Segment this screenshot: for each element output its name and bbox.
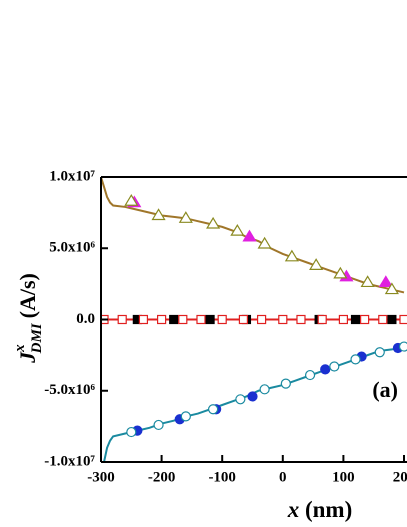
marker [333,266,348,279]
marker [398,341,407,352]
marker [180,411,191,422]
marker [256,314,267,325]
series-line [101,176,405,294]
marker [284,249,299,262]
marker [384,282,399,295]
marker [399,314,407,325]
marker [257,236,272,249]
marker [387,314,397,325]
y-tick-label: -5.0x10⁶ [44,382,95,398]
marker [138,314,149,325]
y-tick-label: -1.0x10⁷ [44,453,95,469]
x-tick-label: 100 [332,469,355,485]
y-axis-label: JxDMI(A/s) [12,273,45,364]
marker [117,314,127,325]
marker [242,229,257,242]
marker [205,314,215,325]
marker [378,314,388,325]
marker [278,314,288,325]
marker [296,314,306,325]
marker [238,314,249,325]
plot-area [101,176,407,463]
marker [157,314,167,325]
y-tick-label: 1.0x10⁷ [49,168,95,184]
x-tick-label: -200 [148,469,176,485]
x-axis-label: x (nm) [287,497,353,522]
marker [208,404,219,415]
marker [329,361,340,372]
marker [235,394,246,405]
annotation: (a) [372,377,398,402]
marker [124,194,139,206]
marker [309,258,324,270]
marker [153,419,164,431]
y-tick-label: 5.0x10⁶ [49,240,95,256]
marker [126,426,137,438]
marker [206,216,221,229]
marker [151,208,166,221]
x-tick-label: 0 [279,469,287,485]
x-tick-label: 200 [393,469,407,485]
marker [338,314,348,325]
marker [169,314,179,325]
x-tick-label: -100 [208,469,236,485]
marker [360,275,375,288]
marker [178,314,188,325]
marker [374,347,385,358]
marker [280,378,291,389]
x-tick-label: -300 [87,469,115,485]
marker [304,369,316,381]
marker [320,364,331,375]
series-line [103,345,405,463]
marker [230,223,245,236]
marker [259,384,270,395]
marker [378,275,393,288]
marker [178,211,193,223]
marker [317,314,327,325]
marker [360,314,370,325]
marker [217,314,227,325]
marker [196,314,206,325]
marker [350,354,361,365]
y-tick-label: 0.0 [76,311,95,327]
marker [247,391,258,402]
marker [350,314,361,325]
